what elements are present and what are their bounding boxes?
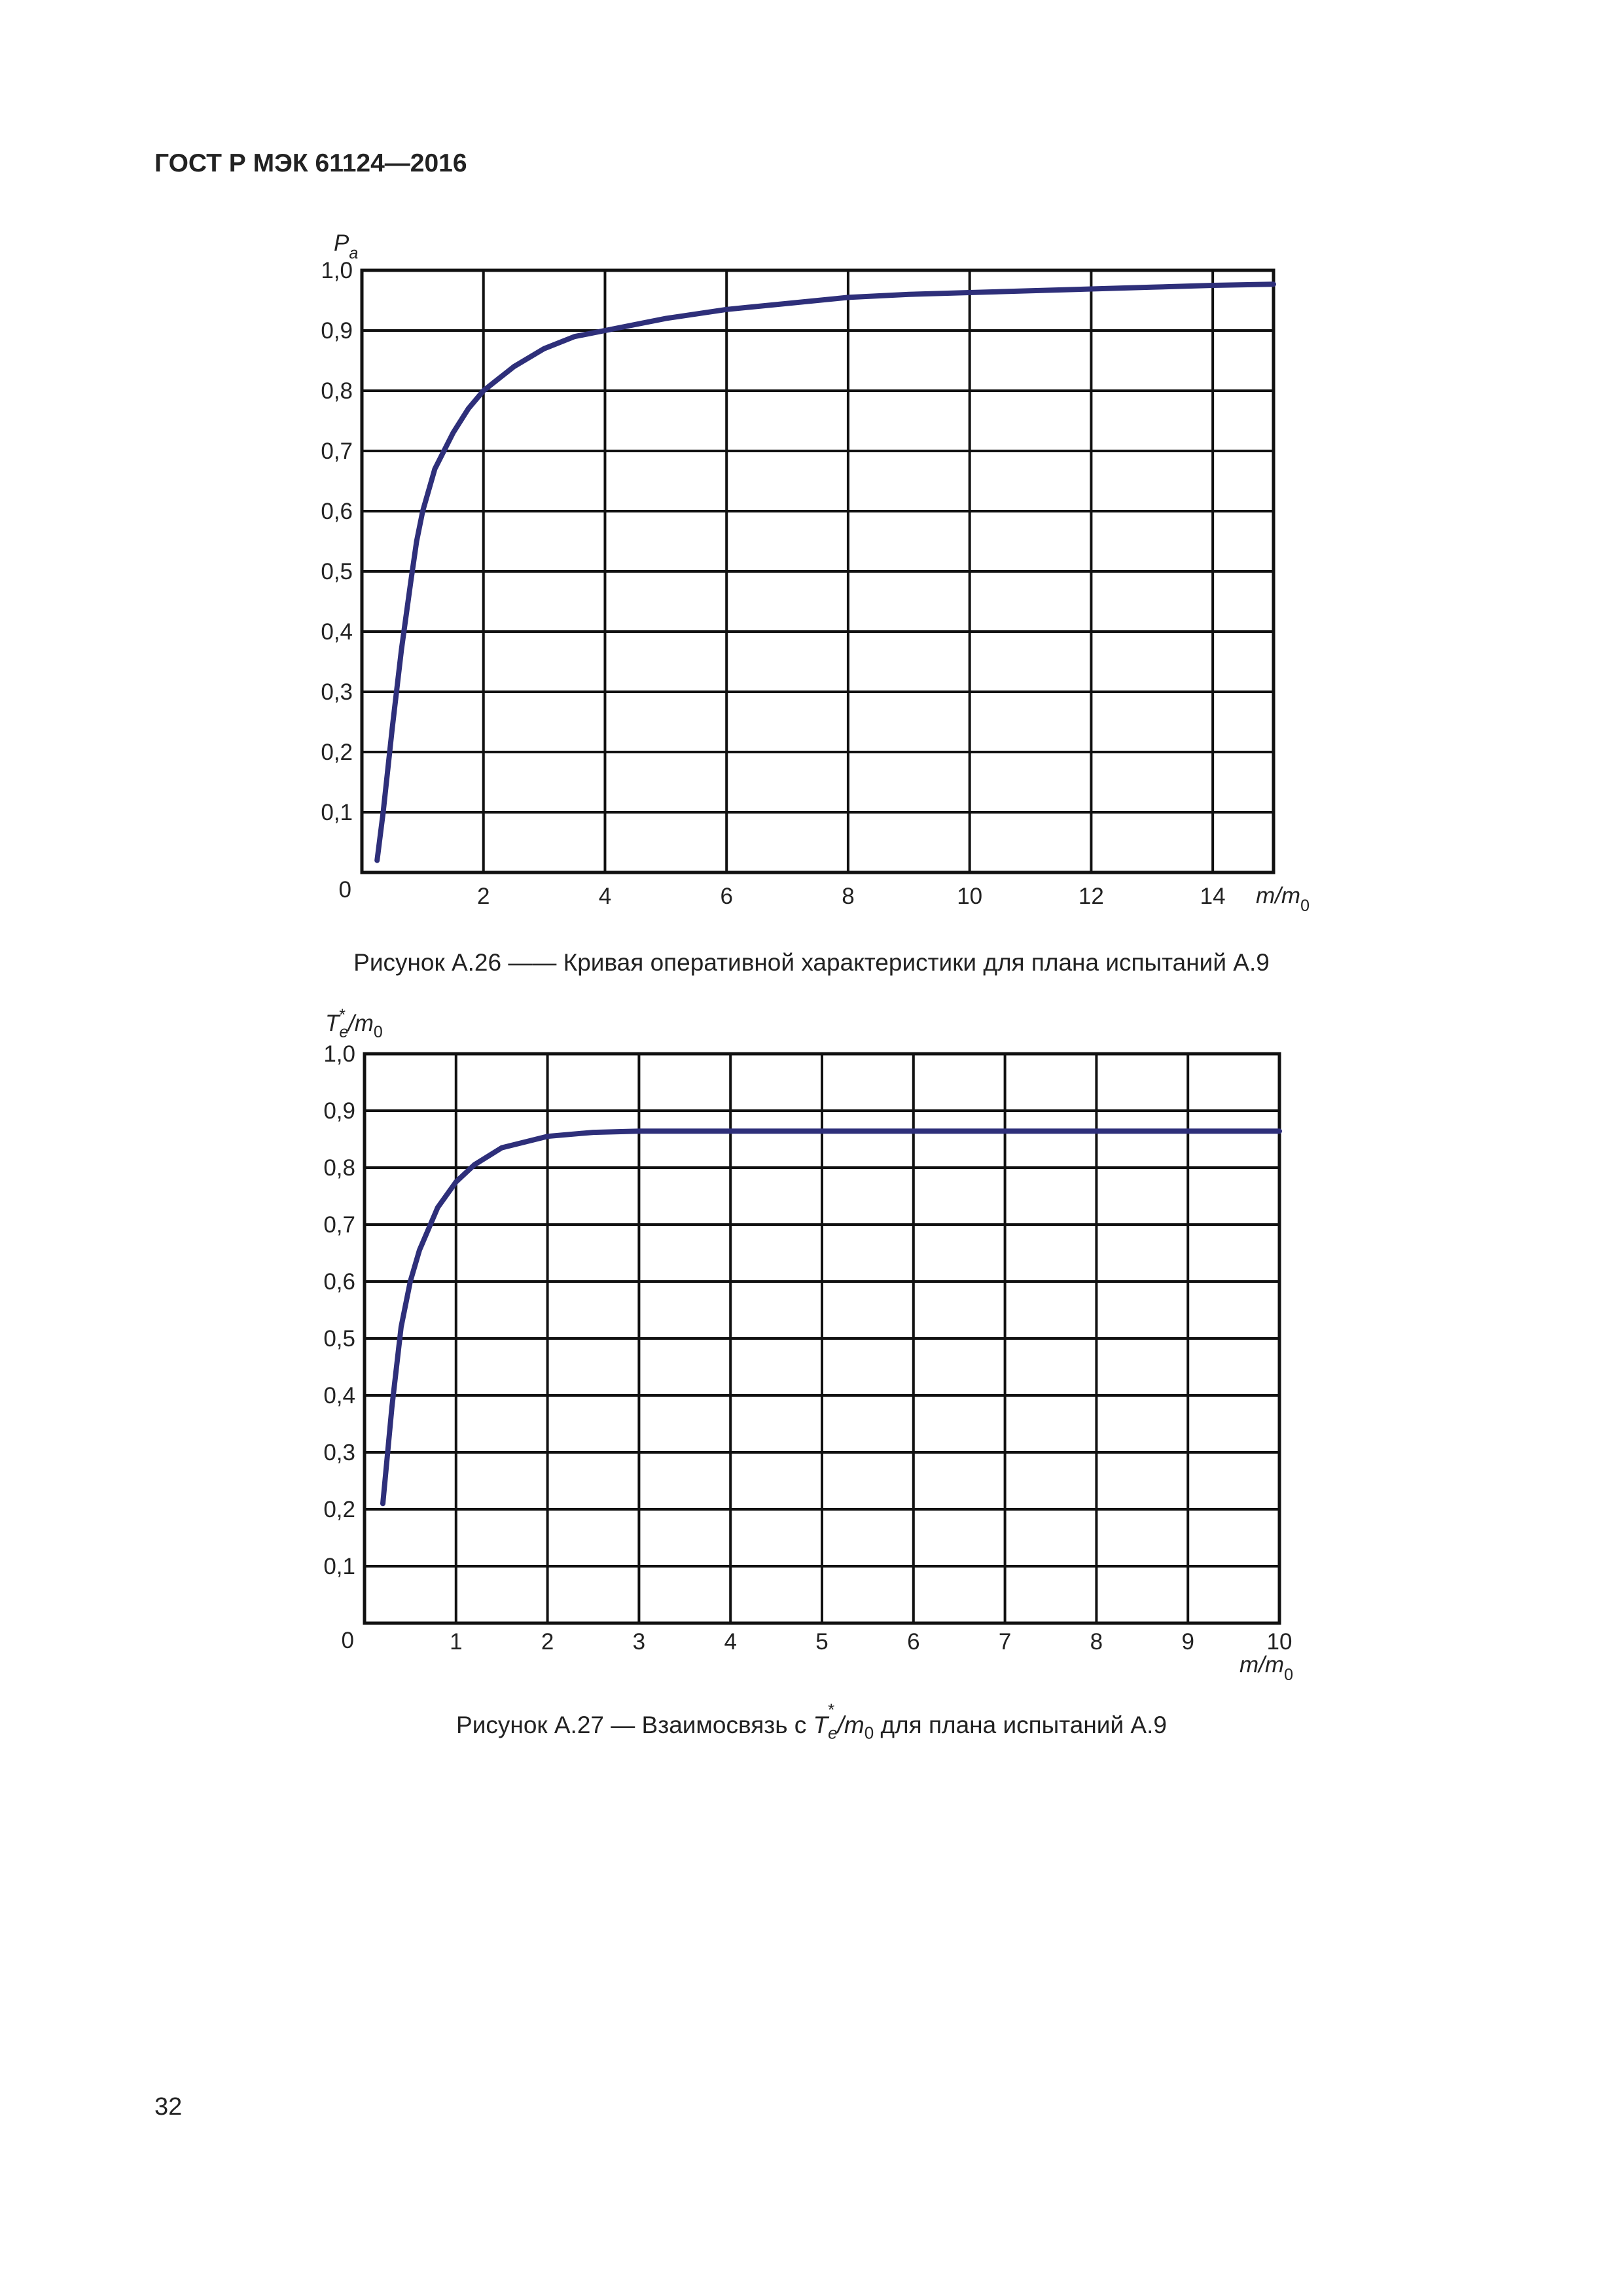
caption-sup: * bbox=[828, 1700, 835, 1719]
x-tick-label: 10 bbox=[1267, 1629, 1293, 1655]
y-tick-label: 1,0 bbox=[321, 258, 353, 283]
figure-a27-caption: Рисунок А.27 — Взаимосвязь с Te */m0 для … bbox=[0, 1700, 1623, 1743]
caption-suffix: для плана испытаний А.9 bbox=[874, 1712, 1167, 1738]
y-tick-label: 0,8 bbox=[321, 378, 353, 404]
y-tick-label: 0,5 bbox=[323, 1326, 355, 1352]
y-tick-label: 0,1 bbox=[321, 800, 353, 825]
x-tick-label: 6 bbox=[720, 884, 732, 909]
origin-label: 0 bbox=[339, 877, 351, 903]
y-axis-label: Te*/m0 bbox=[325, 1006, 383, 1041]
x-tick-label: 7 bbox=[999, 1629, 1011, 1655]
page-number: 32 bbox=[154, 2093, 183, 2121]
y-tick-label: 0,8 bbox=[323, 1155, 355, 1181]
y-tick-label: 1,0 bbox=[323, 1041, 355, 1067]
y-tick-label: 0,9 bbox=[323, 1098, 355, 1124]
x-tick-label: 3 bbox=[633, 1629, 645, 1655]
data-curve bbox=[380, 1128, 1282, 1507]
x-tick-label: 1 bbox=[450, 1629, 462, 1655]
y-tick-label: 0,2 bbox=[321, 740, 353, 765]
y-tick-label: 0,4 bbox=[323, 1383, 355, 1408]
plot-frame bbox=[363, 1052, 1281, 1625]
y-tick-label: 0,7 bbox=[323, 1212, 355, 1238]
x-tick-label: 4 bbox=[724, 1629, 736, 1655]
x-axis-label: m/m0 bbox=[1240, 1652, 1293, 1684]
x-tick-label: 10 bbox=[957, 884, 982, 909]
x-tick-label: 8 bbox=[1090, 1629, 1103, 1655]
caption-mid-sub: 0 bbox=[864, 1723, 874, 1743]
document-header: ГОСТ Р МЭК 61124—2016 bbox=[154, 149, 467, 177]
x-tick-label: 6 bbox=[907, 1629, 919, 1655]
y-tick-label: 0,3 bbox=[321, 679, 353, 705]
x-tick-label: 2 bbox=[541, 1629, 554, 1655]
expected-test-time-chart: 0,1 0,2 0,3 0,4 0,5 0,6 0,7 0,8 0,9 1,0 0 1 2 3 4 5 6 7 8 9… bbox=[323, 1006, 1293, 1684]
caption-mid: /m bbox=[837, 1712, 865, 1738]
caption-symbol: T bbox=[813, 1712, 829, 1738]
y-tick-label: 0,6 bbox=[321, 499, 353, 524]
y-tick-label: 0,4 bbox=[321, 619, 353, 645]
operating-characteristic-chart: 0,1 0,2 0,3 0,4 0,5 0,6 0,7 0,8 0,9 1,0 0 2 4 6 8 10 12 1… bbox=[321, 230, 1310, 915]
x-tick-label: 2 bbox=[477, 884, 490, 909]
x-tick-label: 5 bbox=[815, 1629, 828, 1655]
y-tick-label: 0,1 bbox=[323, 1554, 355, 1579]
plot-frame bbox=[360, 268, 1275, 874]
y-tick-label: 0,3 bbox=[323, 1440, 355, 1465]
data-curve bbox=[374, 281, 1276, 863]
caption-sub: e bbox=[828, 1723, 838, 1743]
grid bbox=[365, 1052, 1279, 1623]
y-tick-label: 0,9 bbox=[321, 318, 353, 344]
y-tick-label: 0,5 bbox=[321, 559, 353, 584]
x-tick-label: 8 bbox=[842, 884, 854, 909]
x-tick-label: 12 bbox=[1079, 884, 1104, 909]
y-tick-label: 0,2 bbox=[323, 1497, 355, 1522]
x-tick-label: 14 bbox=[1200, 884, 1226, 909]
figure-a26-caption: Рисунок А.26 —— Кривая оперативной харак… bbox=[353, 949, 1270, 976]
y-tick-label: 0,6 bbox=[323, 1269, 355, 1295]
x-tick-label: 9 bbox=[1181, 1629, 1194, 1655]
caption-prefix: Рисунок А.27 — Взаимосвязь с bbox=[456, 1712, 813, 1738]
origin-label: 0 bbox=[342, 1628, 354, 1653]
grid bbox=[362, 269, 1274, 872]
x-tick-label: 4 bbox=[599, 884, 611, 909]
y-tick-label: 0,7 bbox=[321, 439, 353, 464]
